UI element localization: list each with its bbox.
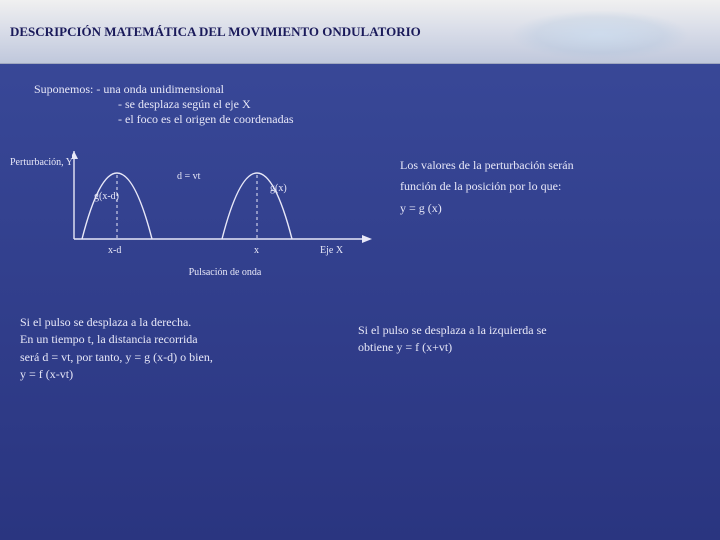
gxd-label: g(x-d) (94, 191, 119, 202)
xd-tick: x-d (108, 245, 121, 256)
wave-diagram: d = vt g(x-d) g(x) x-d x Eje X (72, 151, 372, 261)
assumption-item: - el foco es el origen de coordenadas (118, 112, 710, 127)
side-text: Los valores de la perturbación serán fun… (400, 157, 710, 221)
assumptions-lead: Suponemos: (34, 82, 93, 96)
side-line: Los valores de la perturbación serán (400, 157, 710, 174)
x-axis-label: Eje X (320, 245, 344, 256)
page-title: DESCRIPCIÓN MATEMÁTICA DEL MOVIMIENTO ON… (10, 24, 421, 40)
diagram-area: Perturbación, Y d = vt g(x-d) (10, 151, 400, 278)
side-line: función de la posición por lo que: (400, 178, 710, 195)
text-line: será d = vt, por tanto, y = g (x-d) o bi… (20, 349, 330, 366)
text-line: Si el pulso se desplaza a la derecha. (20, 314, 330, 331)
y-axis-label: Perturbación, Y (10, 157, 73, 168)
x-tick: x (254, 245, 259, 256)
text-line: y = f (x-vt) (20, 366, 330, 383)
assumptions-block: Suponemos: - una onda unidimensional - s… (34, 82, 710, 127)
gx-label: g(x) (270, 183, 287, 194)
text-line: Si el pulso se desplaza a la izquierda s… (358, 322, 700, 339)
bottom-right-text: Si el pulso se desplaza a la izquierda s… (358, 322, 700, 384)
assumption-item: - se desplaza según el eje X (118, 97, 710, 112)
diagram-caption: Pulsación de onda (50, 267, 400, 278)
text-line: En un tiempo t, la distancia recorrida (20, 331, 330, 348)
text-line: obtiene y = f (x+vt) (358, 339, 700, 356)
side-eq: y = g (x) (400, 200, 710, 217)
diagram-row: Perturbación, Y d = vt g(x-d) (10, 151, 710, 278)
content-area: Suponemos: - una onda unidimensional - s… (0, 64, 720, 394)
header-band: DESCRIPCIÓN MATEMÁTICA DEL MOVIMIENTO ON… (0, 0, 720, 64)
bottom-left-text: Si el pulso se desplaza a la derecha. En… (20, 314, 330, 384)
d-label: d = vt (177, 171, 201, 182)
assumption-item: - una onda unidimensional (96, 82, 224, 96)
bottom-row: Si el pulso se desplaza a la derecha. En… (10, 314, 710, 384)
